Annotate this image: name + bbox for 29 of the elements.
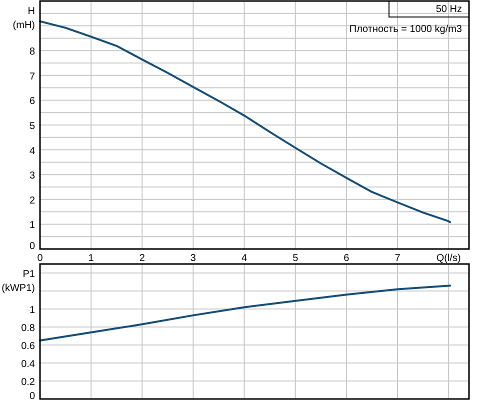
annotation: Плотность = 1000 kg/m3: [349, 24, 462, 35]
x-tick-label: Q(l/s): [436, 253, 461, 264]
x-tick-label: 4: [242, 253, 248, 264]
y-tick-label: 0.8: [21, 323, 36, 334]
y-tick-label: 7: [29, 71, 36, 82]
x-tick-label: 7: [394, 253, 401, 264]
y-axis-title: P1 (kWP1): [2, 269, 36, 294]
x-tick-label: 1: [88, 253, 94, 264]
x-tick-label: 6: [344, 253, 350, 264]
y-tick-label: 0: [29, 391, 36, 400]
annotation: 50 Hz: [436, 4, 462, 15]
line-series: [39, 284, 452, 342]
y-tick-label: 3: [29, 170, 36, 182]
y-axis-title: H (mH): [12, 6, 35, 31]
y-tick-label: 1: [29, 220, 36, 232]
y-tick-label: 0.4: [21, 359, 36, 370]
y-tick-label: 0.2: [21, 377, 36, 388]
x-tick-label: 2: [139, 253, 146, 264]
y-tick-label: 2: [29, 195, 36, 206]
x-tick-label: 5: [292, 253, 299, 264]
x-tick-label: 3: [190, 253, 196, 264]
y-tick-label: 0: [29, 241, 36, 252]
y-tick-label: 4: [29, 146, 36, 157]
y-tick-label: 5: [29, 121, 36, 132]
x-tick-label: 0: [37, 253, 44, 264]
y-tick-label: 0.6: [21, 341, 36, 352]
y-tick-label: 8: [29, 46, 36, 58]
y-tick-label: 6: [29, 96, 36, 108]
y-tick-label: 1: [29, 305, 36, 316]
